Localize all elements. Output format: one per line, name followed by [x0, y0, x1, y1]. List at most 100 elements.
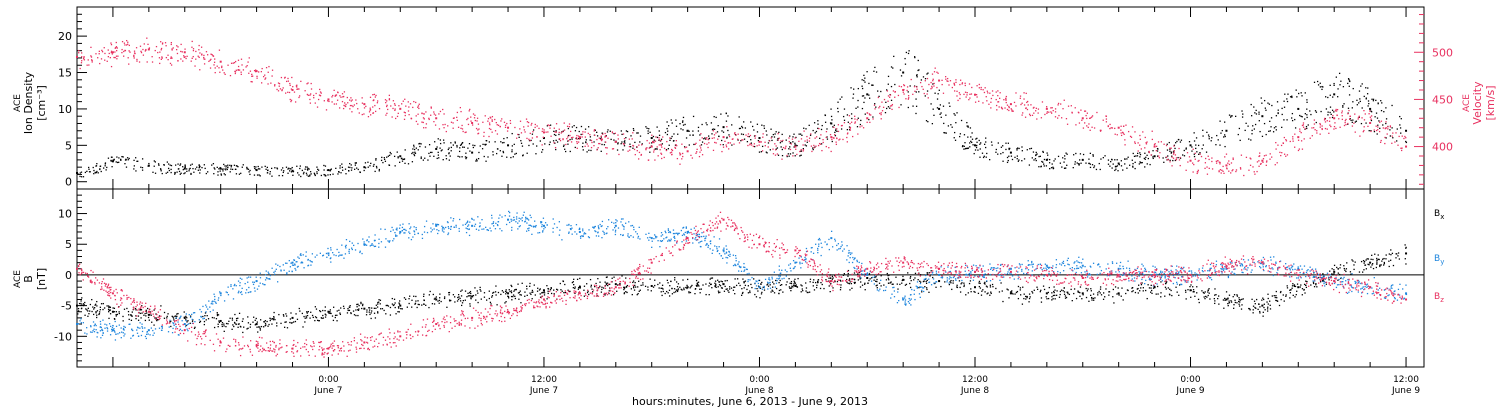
top-scatter-dot	[1122, 132, 1124, 134]
bottom-scatter-dot	[680, 288, 682, 290]
top-scatter-dot	[526, 121, 529, 123]
top-scatter-dot	[632, 132, 634, 134]
bottom-scatter-dot	[282, 314, 285, 316]
top-scatter-dot	[1370, 110, 1372, 112]
top-scatter-dot	[826, 136, 828, 138]
top-scatter-dot	[396, 151, 398, 153]
top-scatter-dot	[930, 81, 932, 84]
top-scatter-dot	[979, 156, 981, 158]
top-scatter-dot	[1175, 158, 1178, 161]
top-scatter-dot	[1345, 118, 1347, 121]
top-scatter-dot	[237, 69, 239, 71]
bottom-scatter-dot	[793, 281, 796, 283]
bottom-scatter-dot	[839, 289, 842, 291]
top-scatter-dot	[1224, 135, 1226, 138]
top-scatter-dot	[806, 141, 808, 143]
top-scatter-dot	[99, 165, 101, 168]
top-scatter-dot	[825, 136, 827, 139]
top-scatter-dot	[439, 147, 441, 149]
top-scatter-dot	[701, 154, 704, 156]
top-scatter-dot	[868, 82, 870, 85]
top-data-point	[1009, 103, 1012, 106]
bottom-scatter-dot	[231, 319, 234, 321]
top-scatter-dot	[715, 132, 717, 134]
top-scatter-dot	[927, 97, 929, 99]
top-scatter-dot	[1067, 105, 1070, 107]
top-scatter-dot	[309, 175, 311, 177]
top-scatter-dot	[195, 58, 197, 60]
top-scatter-dot	[775, 148, 777, 150]
bottom-scatter-dot	[135, 315, 137, 317]
top-scatter-dot	[1084, 110, 1087, 112]
top-scatter-dot	[620, 130, 622, 132]
top-scatter-dot	[343, 91, 346, 93]
bottom-scatter-dot	[805, 258, 807, 261]
top-scatter-dot	[300, 80, 302, 83]
top-scatter-dot	[387, 155, 390, 157]
top-scatter-dot	[491, 115, 494, 118]
top-scatter-dot	[225, 165, 228, 167]
top-scatter-dot	[1297, 139, 1300, 141]
top-scatter-dot	[617, 134, 619, 136]
top-scatter-dot	[656, 126, 658, 128]
bottom-scatter-dot	[1294, 296, 1296, 298]
top-scatter-dot	[1358, 116, 1360, 118]
top-scatter-dot	[1356, 99, 1358, 101]
top-scatter-dot	[464, 131, 466, 134]
bottom-scatter-dot	[1208, 292, 1210, 294]
top-scatter-dot	[1359, 135, 1361, 137]
top-scatter-dot	[328, 169, 330, 171]
bottom-scatter-dot	[264, 322, 267, 325]
top-scatter-dot	[157, 51, 159, 54]
top-scatter-dot	[576, 142, 578, 145]
bottom-scatter-dot	[685, 236, 688, 238]
bottom-scatter-dot	[1134, 291, 1137, 294]
top-scatter-dot	[375, 158, 377, 160]
top-scatter-dot	[953, 82, 955, 84]
top-scatter-dot	[1169, 159, 1171, 161]
top-scatter-dot	[191, 57, 193, 59]
bottom-data-point	[1081, 292, 1084, 295]
bottom-scatter-dot	[173, 324, 175, 327]
top-scatter-dot	[766, 134, 768, 136]
top-scatter-dot	[1023, 104, 1026, 106]
top-scatter-dot	[1349, 115, 1351, 118]
bottom-scatter-dot	[930, 270, 932, 272]
top-scatter-dot	[461, 128, 464, 130]
top-scatter-dot	[342, 96, 344, 98]
top-scatter-dot	[1321, 125, 1323, 127]
top-scatter-dot	[1000, 146, 1003, 148]
bottom-scatter-dot	[290, 312, 292, 314]
top-scatter-dot	[990, 141, 993, 143]
top-scatter-dot	[933, 114, 935, 116]
top-scatter-dot	[666, 127, 668, 130]
top-scatter-dot	[968, 99, 970, 101]
top-scatter-dot	[743, 138, 746, 140]
bottom-scatter-dot	[868, 279, 870, 282]
top-scatter-dot	[1062, 157, 1064, 159]
top-scatter-dot	[1291, 112, 1294, 115]
top-scatter-dot	[487, 120, 489, 122]
bottom-scatter-dot	[1054, 289, 1056, 291]
top-scatter-dot	[90, 59, 93, 61]
bottom-scatter-dot	[342, 305, 345, 307]
bottom-scatter-dot	[984, 270, 986, 272]
top-scatter-dot	[247, 61, 249, 63]
top-scatter-dot	[133, 57, 135, 59]
bottom-scatter-dot	[797, 277, 799, 280]
top-scatter-dot	[1224, 121, 1226, 123]
bottom-scatter-dot	[380, 308, 382, 310]
top-scatter-dot	[878, 107, 880, 109]
top-scatter-dot	[959, 83, 961, 86]
top-scatter-dot	[1330, 113, 1332, 116]
top-scatter-dot	[605, 147, 607, 149]
top-scatter-dot	[992, 94, 994, 97]
top-scatter-dot	[1385, 118, 1388, 120]
top-scatter-dot	[1008, 155, 1010, 157]
bottom-scatter-dot	[1213, 297, 1215, 300]
top-scatter-dot	[763, 125, 765, 127]
top-scatter-dot	[1384, 127, 1387, 130]
bottom-scatter-dot	[875, 280, 877, 282]
top-scatter-dot	[353, 168, 356, 170]
top-scatter-dot	[121, 155, 123, 158]
